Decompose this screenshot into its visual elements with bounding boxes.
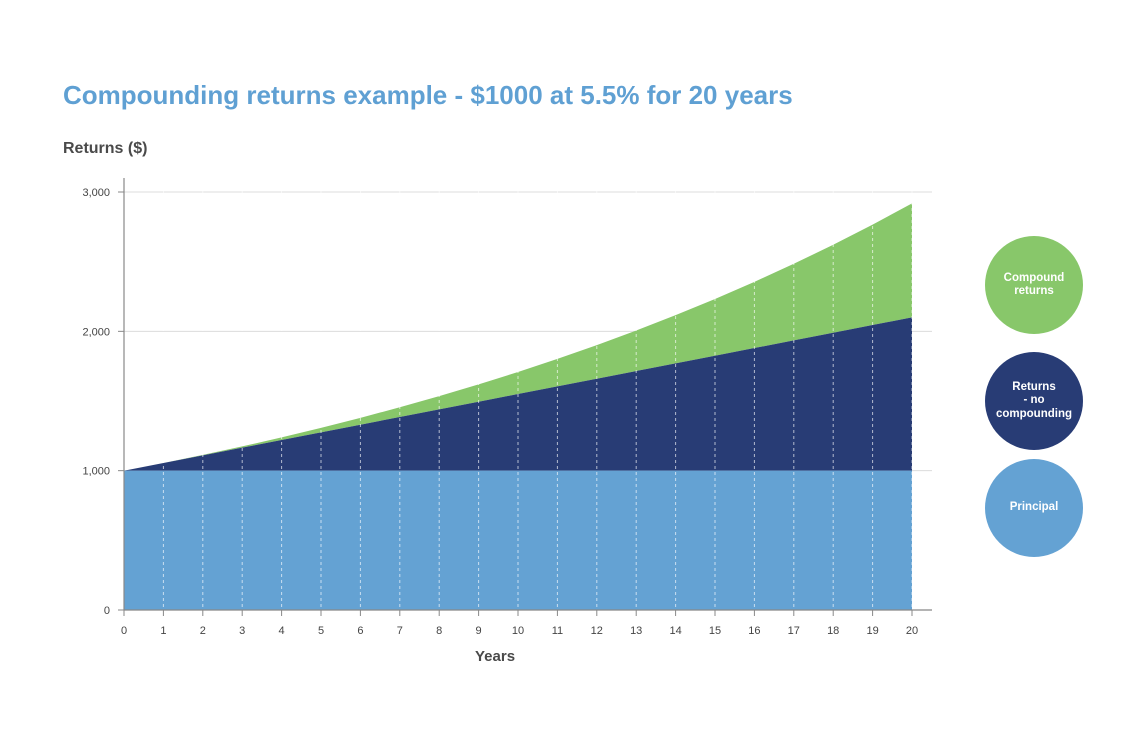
y-tick-label: 3,000 <box>82 187 110 199</box>
x-tick-label: 17 <box>788 625 800 637</box>
x-tick-label: 19 <box>866 625 878 637</box>
x-tick-label: 13 <box>630 625 642 637</box>
x-axis-label: Years <box>475 648 516 665</box>
x-tick-label: 10 <box>512 625 524 637</box>
legend-compound-returns: Compound returns <box>985 236 1083 334</box>
x-tick-label: 0 <box>121 625 127 637</box>
x-tick-label: 20 <box>906 625 918 637</box>
x-tick-label: 1 <box>160 625 166 637</box>
y-tick-label: 2,000 <box>82 326 110 338</box>
x-tick-label: 4 <box>279 625 285 637</box>
x-tick-label: 7 <box>397 625 403 637</box>
x-tick-label: 11 <box>552 625 563 637</box>
legend-label: Principal <box>1009 501 1059 514</box>
x-tick-label: 3 <box>239 625 245 637</box>
legend-label: Returns - no compounding <box>995 381 1072 420</box>
x-tick-label: 15 <box>709 625 721 637</box>
x-tick-label: 2 <box>200 625 206 637</box>
legend-returns-no-compounding: Returns - no compounding <box>985 352 1083 450</box>
x-tick-label: 18 <box>827 625 839 637</box>
x-tick-label: 12 <box>591 625 603 637</box>
chart-title: Compounding returns example - $1000 at 5… <box>63 80 793 110</box>
y-axis-label: Returns ($) <box>63 140 148 157</box>
legend-label: Compound returns <box>1003 271 1065 297</box>
area-compound-returns <box>124 203 912 471</box>
x-tick-label: 9 <box>476 625 482 637</box>
x-tick-label: 8 <box>436 625 442 637</box>
x-tick-label: 14 <box>669 625 681 637</box>
y-tick-label: 0 <box>104 605 110 617</box>
legend-principal: Principal <box>985 459 1083 557</box>
x-tick-label: 16 <box>748 625 760 637</box>
y-tick-label: 1,000 <box>82 466 110 478</box>
x-tick-label: 6 <box>357 625 363 637</box>
x-tick-label: 5 <box>318 625 324 637</box>
